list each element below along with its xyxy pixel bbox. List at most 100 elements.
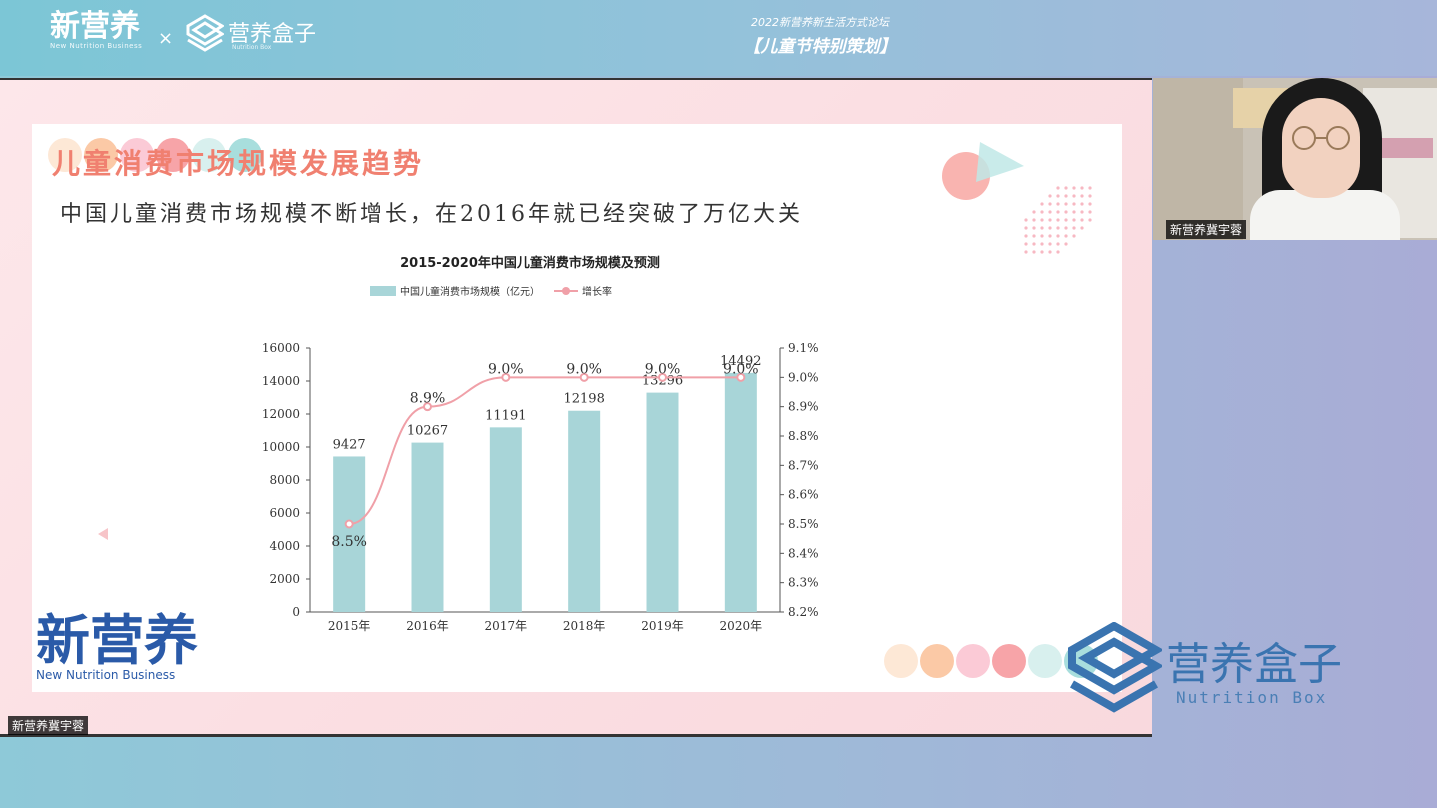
growth-label: 9.0% bbox=[723, 361, 759, 377]
participant-body bbox=[1250, 190, 1400, 240]
nutrition-box-icon bbox=[186, 14, 225, 52]
bar-value-label: 14492 bbox=[720, 354, 761, 369]
bar-value-label: 11191 bbox=[485, 408, 526, 423]
decor-dot bbox=[956, 644, 990, 678]
market-size-chart: 0 2000 4000 6000 8000 10000 12000 14000 16000 8.2… bbox=[262, 341, 819, 633]
slide-subtitle: 中国儿童消费市场规模不断增长，在2016年就已经突破了万亿大关 bbox=[60, 202, 803, 227]
y2-tick-label: 9.0% bbox=[788, 370, 819, 384]
y2-tick-label: 8.8% bbox=[788, 429, 819, 443]
brand-en: New Nutrition Business bbox=[50, 42, 143, 50]
y-tick-label: 14000 bbox=[262, 374, 300, 388]
growth-label: 9.0% bbox=[645, 361, 681, 377]
x-tick-label: 2015年 bbox=[328, 619, 371, 633]
x-tick-label: 2018年 bbox=[563, 619, 606, 633]
chart-legend: 中国儿童消费市场规模（亿元） 增长率 bbox=[370, 283, 612, 298]
webcam-name-tag: 新营养冀宇蓉 bbox=[1166, 220, 1247, 239]
event-line2: 【儿童节特别策划】 bbox=[743, 37, 897, 57]
decor-dots-top bbox=[48, 138, 264, 172]
growth-point bbox=[423, 402, 432, 412]
x-tick-label: 2020年 bbox=[720, 619, 763, 633]
decor-shape-icon bbox=[942, 142, 1024, 200]
legend-line-swatch bbox=[554, 286, 578, 295]
bar bbox=[411, 442, 444, 612]
bar-value-label: 12198 bbox=[563, 392, 604, 407]
growth-label: 8.5% bbox=[331, 534, 367, 550]
bar bbox=[489, 427, 522, 612]
bar bbox=[568, 410, 601, 612]
legend-bar-label: 中国儿童消费市场规模（亿元） bbox=[400, 287, 540, 298]
decor-dot bbox=[920, 644, 954, 678]
shared-screen: 儿童消费市场规模发展趋势 中国儿童消费市场规模不断增长，在2016年就已经突破了… bbox=[0, 78, 1152, 737]
y-tick-label: 12000 bbox=[262, 407, 300, 421]
growth-point bbox=[658, 372, 667, 382]
nutrition-box-big-icon bbox=[1068, 621, 1165, 713]
nutrition-box-watermark: 营养盒子 Nutrition Box bbox=[1066, 621, 1342, 722]
growth-point bbox=[736, 372, 746, 382]
growth-line bbox=[349, 376, 741, 525]
decor-dot bbox=[84, 138, 118, 172]
y-tick-label: 8000 bbox=[269, 473, 300, 487]
y-tick-label: 0 bbox=[292, 605, 300, 619]
y-tick-label: 10000 bbox=[262, 440, 300, 454]
decor-dot bbox=[192, 138, 226, 172]
y2-tick-label: 8.5% bbox=[788, 517, 819, 531]
nutrition-box-logo: 营养盒子 Nutrition Box bbox=[186, 14, 316, 58]
decor-dot bbox=[884, 644, 918, 678]
legend-bar-swatch bbox=[370, 285, 396, 296]
box-cn: 营养盒子 bbox=[228, 22, 317, 47]
growth-label: 8.9% bbox=[410, 391, 446, 407]
y2-tick-label: 9.1% bbox=[788, 341, 819, 355]
nbox-cn: 营养盒子 bbox=[1166, 639, 1342, 690]
webcam-bg-left bbox=[1153, 78, 1243, 240]
nb-logo-en: New Nutrition Business bbox=[36, 668, 176, 682]
chart-title: 2015-2020年中国儿童消费市场规模及预测 bbox=[400, 256, 660, 271]
bar-value-label: 10267 bbox=[407, 424, 448, 439]
decor-triangle-icon bbox=[98, 528, 108, 540]
y2-tick-label: 8.2% bbox=[788, 605, 819, 619]
event-title: 2022新营养新生活方式论坛 【儿童节特别策划】 bbox=[680, 14, 960, 57]
times-symbol: × bbox=[158, 28, 174, 49]
webcam-bg-items bbox=[1367, 138, 1433, 158]
y2-tick-label: 8.3% bbox=[788, 576, 819, 590]
growth-label: 9.0% bbox=[566, 361, 602, 377]
nbox-en: Nutrition Box bbox=[1176, 688, 1328, 707]
x-tick-label: 2017年 bbox=[485, 619, 528, 633]
y-tick-label: 16000 bbox=[262, 341, 300, 355]
decor-dot bbox=[1028, 644, 1062, 678]
growth-point bbox=[344, 519, 354, 529]
decor-dot bbox=[992, 644, 1026, 678]
decor-dot bbox=[228, 138, 262, 172]
bar bbox=[724, 372, 757, 612]
y-tick-label: 2000 bbox=[269, 572, 300, 586]
x-tick-label: 2019年 bbox=[641, 619, 684, 633]
bar bbox=[646, 392, 679, 612]
y2-tick-label: 8.7% bbox=[788, 458, 819, 472]
x-tick-label: 2016年 bbox=[406, 619, 449, 633]
box-en: Nutrition Box bbox=[232, 44, 272, 51]
legend-line-label: 增长率 bbox=[582, 287, 612, 298]
y-tick-label: 6000 bbox=[269, 506, 300, 520]
decor-dot bbox=[48, 138, 82, 172]
event-line1: 2022新营养新生活方式论坛 bbox=[751, 16, 889, 29]
y-tick-label: 4000 bbox=[269, 539, 300, 553]
participant-face bbox=[1282, 98, 1360, 198]
y2-tick-label: 8.6% bbox=[788, 488, 819, 502]
slide-title: 儿童消费市场规模发展趋势 bbox=[52, 147, 425, 180]
growth-point bbox=[501, 372, 511, 382]
top-banner: 新营养 New Nutrition Business × 营养盒子 Nutrit… bbox=[0, 0, 1437, 76]
bar-value-label: 9427 bbox=[333, 437, 366, 452]
growth-label: 9.0% bbox=[488, 361, 524, 377]
decor-dot bbox=[120, 138, 154, 172]
new-nutrition-watermark: 新营养 New Nutrition Business bbox=[36, 610, 198, 682]
growth-point bbox=[579, 372, 589, 382]
decor-dot bbox=[156, 138, 190, 172]
y2-tick-label: 8.9% bbox=[788, 400, 819, 414]
brand-cn: 新营养 bbox=[50, 9, 140, 44]
new-nutrition-logo: 新营养 New Nutrition Business bbox=[50, 9, 143, 51]
bar bbox=[333, 456, 366, 612]
nb-logo-cn: 新营养 bbox=[36, 608, 198, 672]
glasses-icon bbox=[1292, 126, 1350, 150]
decor-dot-grid-icon bbox=[1024, 186, 1092, 254]
y2-tick-label: 8.4% bbox=[788, 546, 819, 560]
speaker-name-tag: 新营养冀宇蓉 bbox=[8, 716, 89, 735]
